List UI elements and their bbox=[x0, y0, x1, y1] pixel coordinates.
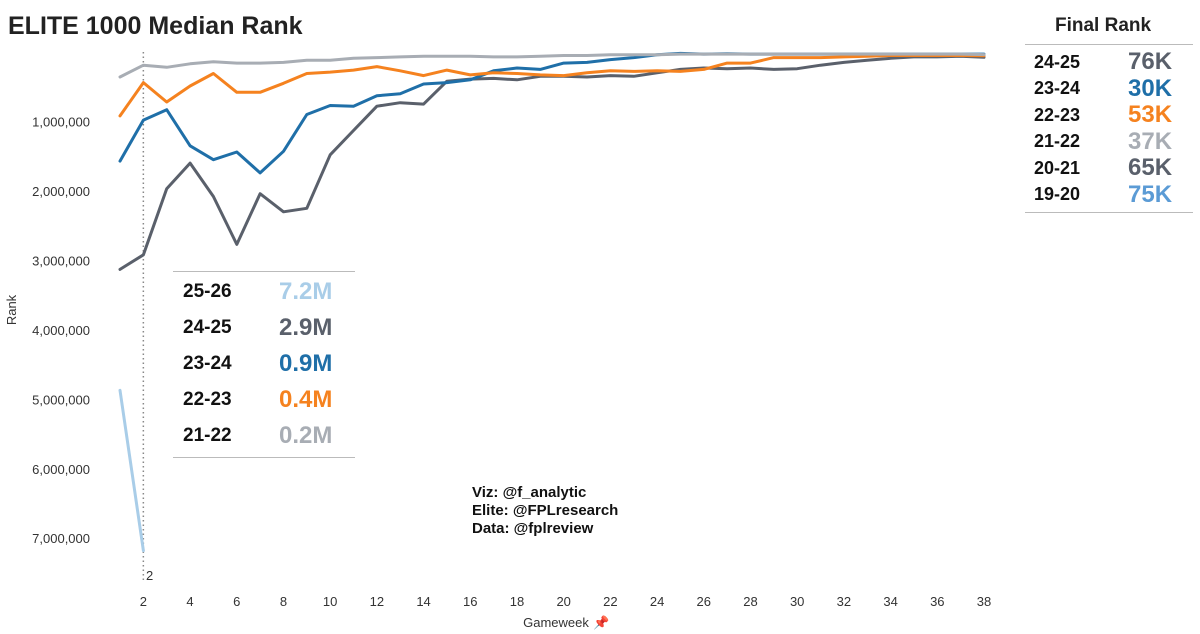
chart-title: ELITE 1000 Median Rank bbox=[8, 12, 303, 40]
x-tick-label: 2 bbox=[140, 594, 147, 609]
season-label: 23-24 bbox=[183, 353, 232, 374]
rank-row-19-20: 19-20 75K bbox=[1025, 180, 1193, 209]
rank-row-21-22: 21-22 37K bbox=[1025, 127, 1193, 156]
rank-value: 65K bbox=[1128, 154, 1173, 182]
x-tick-label: 24 bbox=[650, 594, 664, 609]
rank-value: 2.9M bbox=[279, 314, 333, 341]
x-tick-label: 18 bbox=[510, 594, 524, 609]
rank-row-21-22: 21-22 0.2M bbox=[173, 418, 355, 454]
series-line-23-24 bbox=[118, 51, 986, 175]
rank-row-22-23: 22-23 0.4M bbox=[173, 382, 355, 418]
credit-viz: Viz: @f_analytic bbox=[472, 484, 587, 501]
rank-row-20-21: 20-21 65K bbox=[1025, 154, 1193, 182]
rank-row-22-23: 22-23 53K bbox=[1025, 101, 1193, 129]
y-tick-label: 4,000,000 bbox=[32, 323, 90, 338]
series-line-25-26 bbox=[118, 388, 145, 553]
x-tick-label: 38 bbox=[977, 594, 991, 609]
season-label: 24-25 bbox=[183, 317, 232, 338]
rank-row-24-25: 24-25 76K bbox=[1025, 48, 1193, 76]
x-tick-label: 8 bbox=[280, 594, 287, 609]
x-tick-label: 32 bbox=[837, 594, 851, 609]
rank-row-23-24: 23-24 30K bbox=[1025, 74, 1193, 103]
season-label: 21-22 bbox=[183, 425, 232, 446]
gameweek-marker-label: 2 bbox=[146, 568, 154, 583]
rank-value: 7.2M bbox=[279, 278, 333, 305]
credit-data: Data: @fplreview bbox=[472, 520, 594, 537]
season-label: 23-24 bbox=[1034, 78, 1081, 99]
series-lines bbox=[118, 51, 986, 553]
y-tick-label: 3,000,000 bbox=[32, 253, 90, 268]
series-line-22-23 bbox=[118, 54, 986, 118]
series-line-21-22 bbox=[118, 52, 986, 79]
x-tick-label: 10 bbox=[323, 594, 337, 609]
x-tick-label: 36 bbox=[930, 594, 944, 609]
x-tick-label: 16 bbox=[463, 594, 477, 609]
y-axis-ticks: 1,000,000 2,000,000 3,000,000 4,000,000 5,00… bbox=[32, 114, 90, 546]
rank-value: 53K bbox=[1128, 101, 1173, 129]
season-label: 25-26 bbox=[183, 281, 232, 302]
x-tick-label: 12 bbox=[370, 594, 384, 609]
x-axis-title: Gameweek bbox=[523, 615, 589, 630]
season-label: 22-23 bbox=[183, 389, 232, 410]
x-tick-label: 30 bbox=[790, 594, 804, 609]
rank-value: 0.9M bbox=[279, 350, 333, 377]
rank-value: 76K bbox=[1128, 48, 1173, 76]
season-label: 21-22 bbox=[1034, 131, 1081, 152]
x-tick-label: 14 bbox=[416, 594, 430, 609]
rank-value: 30K bbox=[1128, 74, 1173, 102]
x-tick-label: 6 bbox=[233, 594, 240, 609]
x-tick-label: 26 bbox=[697, 594, 711, 609]
y-tick-label: 2,000,000 bbox=[32, 184, 90, 199]
rank-value: 75K bbox=[1128, 180, 1173, 208]
rank-value: 0.2M bbox=[279, 422, 333, 449]
season-label: 22-23 bbox=[1034, 104, 1081, 125]
y-tick-label: 6,000,000 bbox=[32, 462, 90, 477]
final-rank-title: Final Rank bbox=[1055, 15, 1152, 36]
rank-row-23-24: 23-24 0.9M bbox=[173, 346, 355, 382]
season-label: 20-21 bbox=[1034, 157, 1081, 178]
credits: Viz: @f_analytic Elite: @FPLresearch Dat… bbox=[472, 484, 618, 538]
x-axis-pin-icon: 📌 bbox=[593, 614, 609, 630]
x-axis-ticks: 2 4 6 8 10 12 14 16 18 20 22 24 26 28 30 32 34 36 38 bbox=[140, 594, 992, 609]
x-tick-label: 22 bbox=[603, 594, 617, 609]
x-tick-label: 20 bbox=[556, 594, 570, 609]
y-tick-label: 7,000,000 bbox=[32, 531, 90, 546]
x-tick-label: 4 bbox=[186, 594, 193, 609]
x-tick-label: 34 bbox=[883, 594, 897, 609]
rank-value: 37K bbox=[1128, 127, 1173, 155]
final-rank-table: 24-25 76K 23-24 30K 22-23 53K 21-22 37K 20-21 65K… bbox=[1025, 44, 1193, 213]
rank-row-25-26: 25-26 7.2M bbox=[173, 274, 355, 310]
rank-value: 0.4M bbox=[279, 386, 333, 413]
x-tick-label: 28 bbox=[743, 594, 757, 609]
rank-row-24-25: 24-25 2.9M bbox=[173, 310, 355, 346]
y-axis-title: Rank bbox=[4, 294, 19, 325]
y-tick-label: 5,000,000 bbox=[32, 392, 90, 407]
season-label: 19-20 bbox=[1034, 184, 1081, 205]
y-tick-label: 1,000,000 bbox=[32, 114, 90, 129]
gw2-rank-table: 25-26 7.2M 24-25 2.9M 23-24 0.9M 22-23 0.4M 21-2… bbox=[173, 271, 355, 458]
season-label: 24-25 bbox=[1034, 51, 1081, 72]
credit-elite: Elite: @FPLresearch bbox=[472, 502, 619, 519]
